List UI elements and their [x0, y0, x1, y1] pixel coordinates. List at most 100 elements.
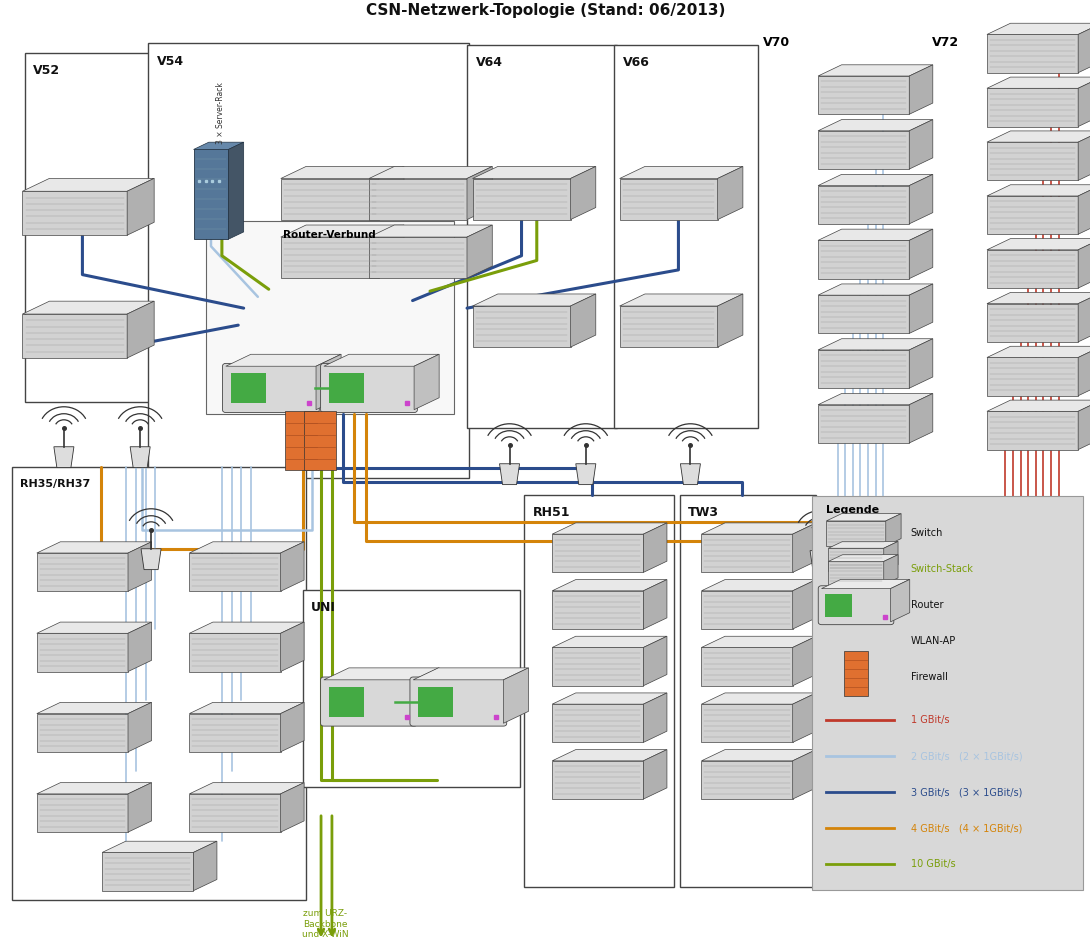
FancyBboxPatch shape	[25, 53, 151, 402]
Polygon shape	[818, 295, 909, 334]
Polygon shape	[909, 284, 933, 334]
Polygon shape	[987, 303, 1078, 342]
Polygon shape	[226, 355, 341, 366]
Polygon shape	[909, 64, 933, 115]
Polygon shape	[328, 696, 364, 707]
Polygon shape	[193, 150, 228, 239]
FancyBboxPatch shape	[524, 495, 674, 886]
Polygon shape	[37, 714, 128, 752]
Polygon shape	[890, 579, 910, 622]
Polygon shape	[987, 185, 1091, 196]
Polygon shape	[1078, 185, 1091, 234]
Polygon shape	[285, 411, 317, 470]
Polygon shape	[826, 601, 852, 610]
Polygon shape	[818, 229, 933, 241]
Polygon shape	[884, 541, 898, 572]
Polygon shape	[644, 523, 667, 573]
Text: CSN-Netzwerk-Topologie (Stand: 06/2013): CSN-Netzwerk-Topologie (Stand: 06/2013)	[365, 3, 726, 18]
Polygon shape	[23, 191, 128, 235]
FancyBboxPatch shape	[12, 467, 305, 900]
Polygon shape	[280, 178, 379, 220]
Polygon shape	[190, 633, 280, 671]
Polygon shape	[190, 793, 280, 832]
Polygon shape	[280, 237, 379, 278]
Polygon shape	[987, 77, 1091, 88]
FancyBboxPatch shape	[205, 221, 454, 414]
Polygon shape	[818, 241, 909, 279]
Polygon shape	[141, 549, 161, 570]
Polygon shape	[987, 88, 1078, 126]
Polygon shape	[620, 306, 718, 347]
Polygon shape	[940, 551, 961, 572]
Polygon shape	[826, 593, 852, 602]
Polygon shape	[467, 167, 492, 220]
Polygon shape	[1078, 131, 1091, 180]
Text: RH35/RH37: RH35/RH37	[21, 479, 91, 488]
Polygon shape	[552, 761, 644, 799]
Polygon shape	[987, 411, 1078, 449]
Polygon shape	[280, 783, 304, 832]
FancyBboxPatch shape	[818, 586, 894, 625]
Polygon shape	[415, 355, 440, 410]
Polygon shape	[793, 750, 816, 799]
Polygon shape	[1078, 24, 1091, 73]
Polygon shape	[987, 131, 1091, 142]
Polygon shape	[37, 783, 152, 793]
Polygon shape	[328, 373, 364, 384]
Polygon shape	[822, 579, 910, 589]
Polygon shape	[909, 393, 933, 443]
Polygon shape	[23, 314, 128, 358]
Polygon shape	[702, 636, 816, 647]
Polygon shape	[128, 622, 152, 671]
Polygon shape	[987, 357, 1078, 395]
FancyBboxPatch shape	[302, 590, 520, 787]
Polygon shape	[231, 392, 266, 403]
Polygon shape	[552, 579, 667, 591]
Polygon shape	[324, 668, 440, 680]
Polygon shape	[128, 178, 154, 235]
Polygon shape	[23, 178, 154, 191]
Text: 2 GBit/s   (2 × 1GBit/s): 2 GBit/s (2 × 1GBit/s)	[911, 752, 1022, 761]
Polygon shape	[828, 541, 898, 548]
FancyBboxPatch shape	[321, 677, 418, 726]
Polygon shape	[552, 693, 667, 704]
Polygon shape	[1078, 239, 1091, 288]
Text: WLAN-AP: WLAN-AP	[911, 636, 956, 647]
Polygon shape	[702, 523, 816, 534]
Polygon shape	[620, 167, 743, 178]
Polygon shape	[369, 167, 492, 178]
Polygon shape	[37, 553, 128, 592]
Polygon shape	[909, 338, 933, 388]
Polygon shape	[37, 622, 152, 633]
Polygon shape	[280, 542, 304, 592]
Polygon shape	[128, 702, 152, 752]
Polygon shape	[231, 383, 266, 393]
Polygon shape	[818, 76, 909, 115]
Polygon shape	[552, 750, 667, 761]
Polygon shape	[826, 514, 901, 521]
Polygon shape	[644, 636, 667, 685]
Polygon shape	[848, 654, 864, 670]
Polygon shape	[328, 392, 364, 403]
Polygon shape	[987, 250, 1078, 288]
Polygon shape	[987, 292, 1091, 303]
Polygon shape	[328, 686, 364, 698]
Polygon shape	[843, 650, 868, 696]
Polygon shape	[818, 393, 933, 405]
Polygon shape	[231, 373, 266, 384]
Text: Legende: Legende	[826, 505, 878, 515]
Polygon shape	[702, 579, 816, 591]
Text: 1 GBit/s: 1 GBit/s	[911, 716, 949, 725]
Polygon shape	[280, 225, 404, 237]
Polygon shape	[369, 178, 467, 220]
Polygon shape	[552, 636, 667, 647]
Polygon shape	[987, 239, 1091, 250]
Text: 10 GBit/s: 10 GBit/s	[911, 859, 955, 869]
Polygon shape	[190, 783, 304, 793]
Polygon shape	[103, 852, 193, 891]
Polygon shape	[644, 579, 667, 629]
Polygon shape	[702, 693, 816, 704]
Polygon shape	[328, 705, 364, 717]
Polygon shape	[193, 142, 243, 150]
Polygon shape	[909, 174, 933, 224]
